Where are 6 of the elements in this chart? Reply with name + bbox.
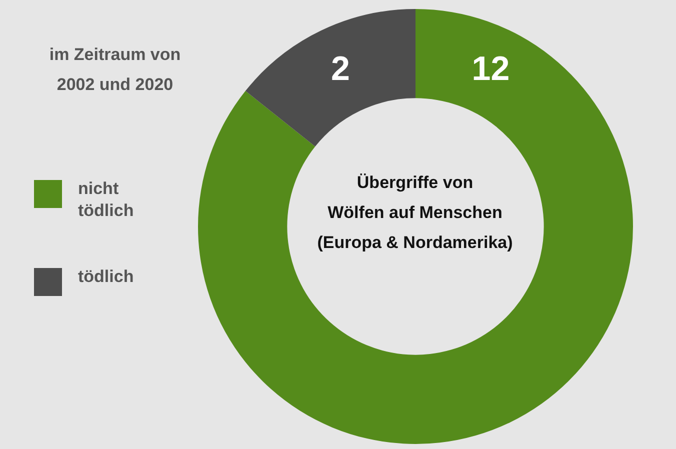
text: Übergriffe von Wölfen auf Menschen (Europa & Nordamerika) [316,172,514,254]
data-label: 2 [331,50,350,88]
data-label: 12 [472,50,510,88]
text: im Zeitraum von 2002 und 2020 [48,44,182,96]
legend-label: nicht tödlich [78,178,135,222]
legend-label: tödlich [78,266,135,288]
